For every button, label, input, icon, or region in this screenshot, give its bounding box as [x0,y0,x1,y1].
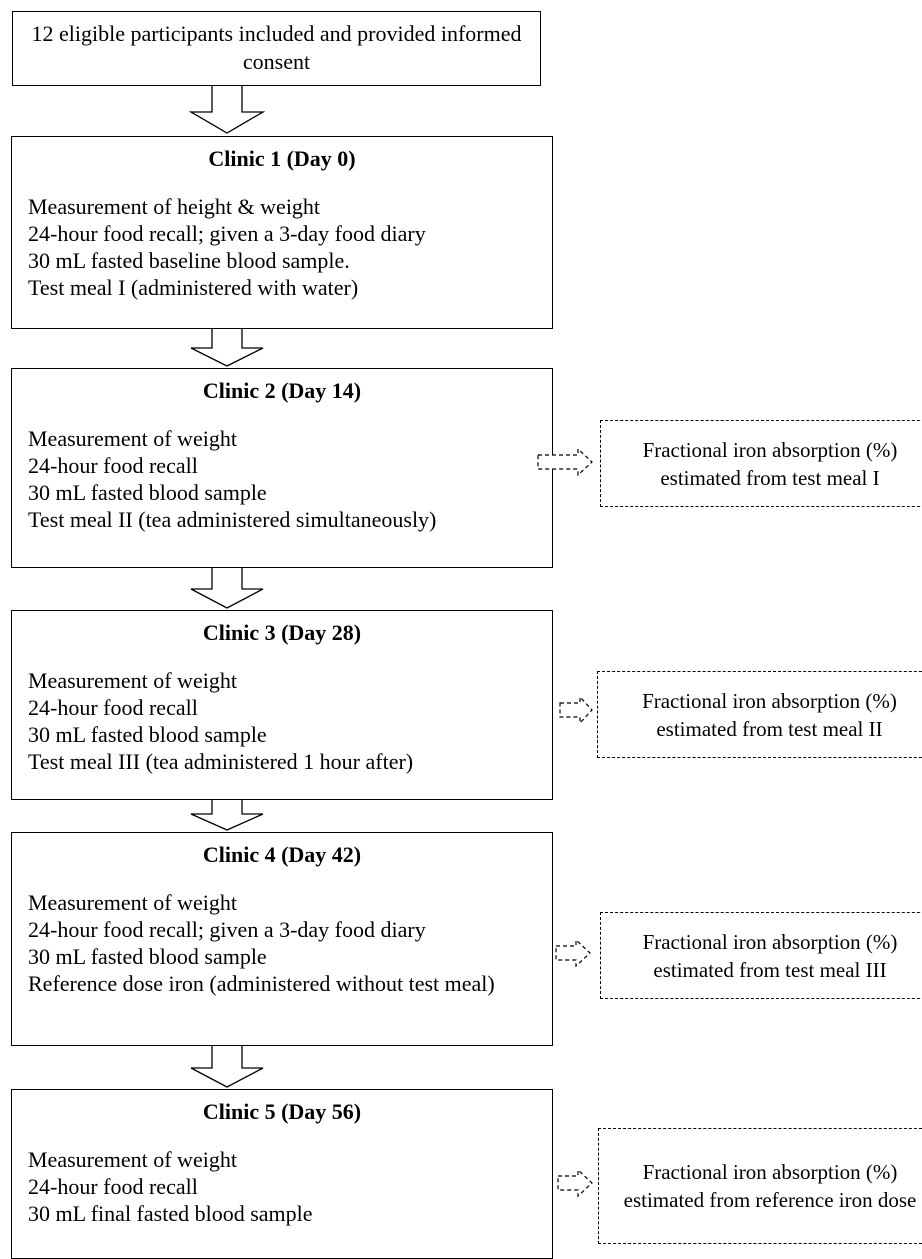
clinic-1-box: Clinic 1 (Day 0) Measurement of height &… [11,136,553,329]
clinic-2-box: Clinic 2 (Day 14) Measurement of weight … [11,368,553,568]
clinic-4-line: 24-hour food recall; given a 3-day food … [28,917,426,942]
enrollment-box: 12 eligible participants included and pr… [12,11,541,86]
clinic-4-title: Clinic 4 (Day 42) [202,842,362,867]
clinic-1-line: Test meal I (administered with water) [28,275,359,300]
clinic-5-box: Clinic 5 (Day 56) Measurement of weight … [11,1089,553,1259]
dashed-right-arrow-icon [555,938,591,968]
clinic-2-line: Measurement of weight [28,426,237,451]
clinic-2-title: Clinic 2 (Day 14) [202,378,362,403]
clinic-2-line: 24-hour food recall [28,453,198,478]
clinic-1-line: 24-hour food recall; given a 3-day food … [28,221,426,246]
clinic-3-line: Measurement of weight [28,668,237,693]
down-arrow-icon [188,86,266,134]
clinic-1-title: Clinic 1 (Day 0) [208,146,356,171]
clinic-1-line: 30 mL fasted baseline blood sample. [28,248,350,273]
outcome-box-1: Fractional iron absorption (%) estimated… [600,420,922,507]
clinic-2-line: 30 mL fasted blood sample [28,480,267,505]
clinic-4-box: Clinic 4 (Day 42) Measurement of weight … [11,832,553,1046]
clinic-2-line: Test meal II (tea administered simultane… [28,507,437,532]
clinic-5-line: 24-hour food recall [28,1174,198,1199]
clinic-3-line: 30 mL fasted blood sample [28,722,267,747]
down-arrow-icon [190,1046,264,1088]
clinic-3-title: Clinic 3 (Day 28) [202,620,362,645]
enrollment-text: 12 eligible participants included and pr… [31,21,522,74]
clinic-4-line: 30 mL fasted blood sample [28,944,267,969]
dashed-right-arrow-icon [559,695,593,725]
down-arrow-icon [190,568,264,609]
outcome-text-4: Fractional iron absorption (%) estimated… [623,1160,917,1212]
clinic-3-box: Clinic 3 (Day 28) Measurement of weight … [11,610,553,800]
dashed-right-arrow-icon [537,447,593,477]
clinic-5-title: Clinic 5 (Day 56) [202,1099,362,1124]
clinic-1-line: Measurement of height & weight [28,194,321,219]
clinic-3-line: 24-hour food recall [28,695,198,720]
outcome-box-3: Fractional iron absorption (%) estimated… [600,912,922,999]
outcome-text-2: Fractional iron absorption (%) estimated… [642,688,897,741]
clinic-4-line: Reference dose iron (administered withou… [28,971,495,996]
down-arrow-icon [190,329,264,367]
dashed-right-arrow-icon [557,1168,593,1198]
outcome-box-2: Fractional iron absorption (%) estimated… [597,671,922,758]
clinic-3-line: Test meal III (tea administered 1 hour a… [28,749,414,774]
outcome-text-3: Fractional iron absorption (%) estimated… [642,929,898,982]
outcome-box-4: Fractional iron absorption (%) estimated… [598,1128,922,1244]
down-arrow-icon [190,800,264,831]
clinic-5-line: Measurement of weight [28,1147,237,1172]
clinic-4-line: Measurement of weight [28,890,237,915]
clinic-5-line: 30 mL final fasted blood sample [28,1201,313,1226]
outcome-text-1: Fractional iron absorption (%) estimated… [642,437,898,490]
